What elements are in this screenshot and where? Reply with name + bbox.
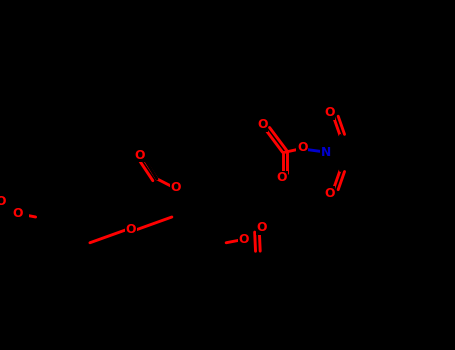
Text: O: O: [12, 207, 23, 220]
Text: O: O: [0, 195, 5, 208]
Text: O: O: [277, 171, 287, 184]
Text: O: O: [239, 233, 249, 246]
Text: O: O: [257, 118, 268, 132]
Text: O: O: [256, 221, 267, 234]
Text: N: N: [320, 146, 331, 159]
Text: O: O: [324, 106, 334, 119]
Text: O: O: [297, 141, 308, 154]
Text: O: O: [171, 181, 182, 194]
Text: O: O: [126, 223, 136, 236]
Text: O: O: [135, 148, 145, 162]
Text: O: O: [324, 187, 334, 200]
